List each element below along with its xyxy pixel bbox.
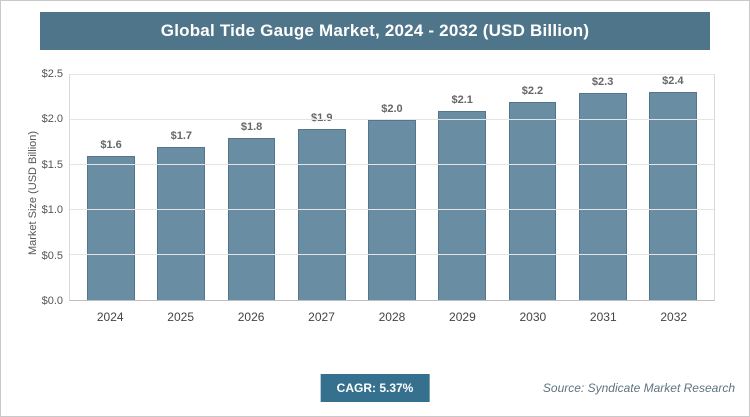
bar-value-label: $1.6 bbox=[100, 139, 122, 151]
bar-2031 bbox=[578, 93, 627, 300]
y-tick-label: $1.5 bbox=[41, 158, 63, 171]
chart-title: Global Tide Gauge Market, 2024 - 2032 (U… bbox=[160, 21, 590, 40]
y-tick-label: $0.0 bbox=[41, 295, 63, 307]
x-tick-label-2025: 2025 bbox=[167, 310, 194, 324]
gridline bbox=[70, 209, 714, 210]
bar-group-2026: $1.8 bbox=[216, 75, 286, 300]
y-tick-label: $0.5 bbox=[41, 249, 63, 262]
cagr-badge: CAGR: 5.37% bbox=[320, 374, 430, 402]
bar-group-2030: $2.2 bbox=[497, 75, 567, 300]
bar-group-2028: $2.0 bbox=[357, 75, 427, 300]
x-axis: 2024 2025 2026 2027 2028 2029 2030 2031 2032 bbox=[69, 301, 715, 333]
bar-value-label: $1.7 bbox=[170, 130, 193, 142]
chart-footer: CAGR: 5.37% Source: Syndicate Market Res… bbox=[1, 374, 749, 402]
x-tick-label-2026: 2026 bbox=[237, 310, 265, 324]
chart-title-bar: Global Tide Gauge Market, 2024 - 2032 (U… bbox=[40, 12, 710, 50]
x-tick-label-2030: 2030 bbox=[519, 310, 547, 324]
plot-column: $1.6 $1.7 $1.8 $1.9 $2.0 $2.1 $2.2 $2.3 $2.4 202… bbox=[69, 74, 715, 336]
x-tick-label-2027: 2027 bbox=[308, 310, 335, 324]
bar-value-label: $2.3 bbox=[591, 76, 614, 88]
bar-2025 bbox=[157, 147, 206, 300]
x-tick-label-2028: 2028 bbox=[378, 310, 406, 324]
y-tick-label: $2.5 bbox=[41, 68, 63, 80]
bar-value-label: $1.9 bbox=[311, 112, 333, 124]
chart-container: Market Size (USD Billion) $0.0 $0.5 $1.0 $1… bbox=[13, 68, 715, 336]
y-axis: $0.0 $0.5 $1.0 $1.5 $2.0 $2.5 bbox=[31, 68, 69, 307]
gridline bbox=[70, 119, 714, 120]
bar-value-label: $1.8 bbox=[240, 121, 263, 133]
plot-area: $1.6 $1.7 $1.8 $1.9 $2.0 $2.1 $2.2 $2.3 $2.4 bbox=[69, 74, 715, 301]
bar-2032 bbox=[648, 92, 697, 300]
bar-group-2025: $1.7 bbox=[146, 75, 216, 300]
gridline bbox=[70, 74, 714, 75]
bar-group-2029: $2.1 bbox=[427, 75, 497, 300]
x-tick-label-2029: 2029 bbox=[449, 310, 476, 324]
bar-2026 bbox=[227, 138, 276, 300]
bar-2029 bbox=[438, 111, 487, 300]
bar-value-label: $2.1 bbox=[451, 94, 473, 106]
source-attribution: Source: Syndicate Market Research bbox=[542, 381, 735, 395]
gridline bbox=[70, 254, 714, 255]
bar-2024 bbox=[87, 156, 135, 300]
bar-group-2031: $2.3 bbox=[568, 75, 638, 300]
bar-value-label: $2.2 bbox=[521, 85, 544, 97]
y-tick-label: $1.0 bbox=[41, 204, 63, 217]
x-tick-label-2032: 2032 bbox=[660, 310, 688, 324]
bar-value-label: $2.4 bbox=[662, 75, 684, 87]
bar-value-label: $2.0 bbox=[381, 103, 403, 115]
bar-2027 bbox=[297, 129, 346, 300]
bar-group-2024: $1.6 bbox=[76, 75, 146, 300]
bar-group-2027: $1.9 bbox=[287, 75, 357, 300]
x-tick-label-2031: 2031 bbox=[589, 310, 617, 324]
bar-2028 bbox=[368, 120, 416, 300]
bar-group-2032: $2.4 bbox=[638, 75, 708, 300]
bar-2030 bbox=[508, 102, 557, 300]
x-tick-label-2024: 2024 bbox=[96, 310, 124, 324]
gridline bbox=[70, 164, 714, 165]
y-axis-title-column: Market Size (USD Billion) bbox=[13, 74, 39, 336]
bars-row: $1.6 $1.7 $1.8 $1.9 $2.0 $2.1 $2.2 $2.3 $2.4 bbox=[70, 75, 714, 300]
y-tick-label: $2.0 bbox=[41, 113, 63, 126]
